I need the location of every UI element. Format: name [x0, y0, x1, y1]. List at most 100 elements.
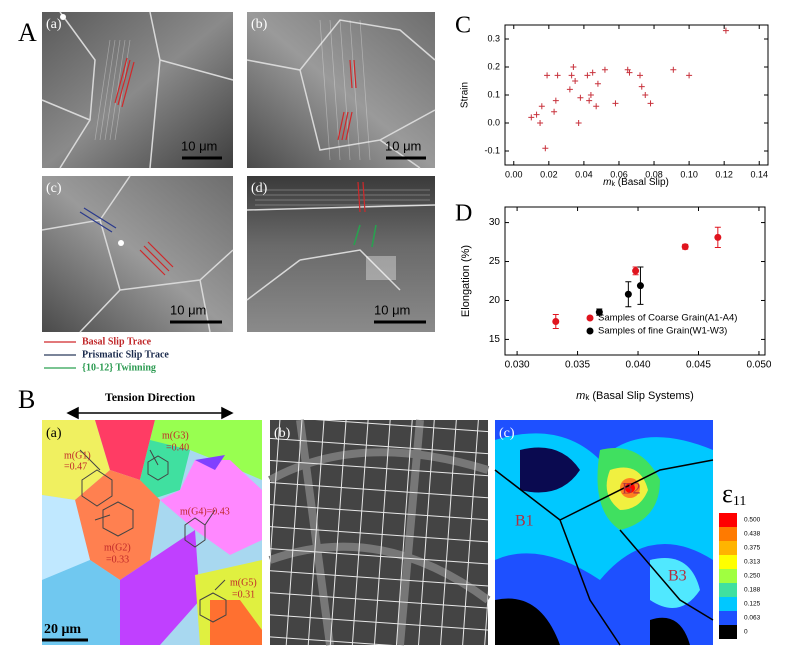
grid-image [268, 419, 491, 646]
grain-label: =0.31 [232, 589, 255, 600]
x-tick-label: 0.08 [645, 169, 663, 179]
x-tick-label: 0.00 [505, 169, 523, 179]
colorbar-tick-label: 0.125 [744, 601, 761, 608]
colorbar-swatch [719, 611, 737, 625]
data-point [642, 92, 649, 98]
scale-bar-lines [170, 156, 426, 324]
slip-lines [94, 19, 430, 206]
subpanel-label: (c) [46, 181, 62, 196]
legend-marker [586, 327, 594, 335]
colorbar-swatch [719, 569, 737, 583]
data-point [572, 78, 579, 84]
grain-label: m(G2) [104, 542, 131, 553]
data-point [589, 69, 596, 76]
data-point [670, 66, 677, 73]
tension-label: Tension Direction [105, 390, 196, 404]
x-tick-label: 0.10 [680, 169, 698, 179]
scale-bar-label: 10 μm [170, 302, 206, 317]
colorbar-tick-label: 0.063 [744, 615, 761, 622]
colorbar: 0.500 0.438 0.375 0.313 0.250 0.188 0.125 0.063… [719, 513, 761, 639]
sem-image [42, 176, 233, 332]
data-point [624, 66, 631, 73]
data-point [538, 103, 545, 110]
grain-label: =0.47 [64, 461, 87, 472]
y-axis-label: Strain [460, 82, 471, 108]
data-point [533, 111, 540, 118]
scale-bar-label: 10 μm [181, 138, 217, 153]
basal-traces [114, 57, 366, 276]
colorbar-swatch [719, 527, 737, 541]
colorbar-symbol: ε [722, 479, 733, 508]
data-point [722, 27, 729, 34]
data-point [575, 120, 582, 126]
data-point [636, 282, 644, 290]
scale-bar-label: 10 μm [374, 302, 410, 317]
y-tick-label: 0.0 [487, 117, 500, 127]
colorbar-tick-label: 0.188 [744, 587, 761, 594]
plot-frame [504, 24, 769, 166]
grain-label: m(G3) [162, 430, 189, 441]
grain-label: =0.33 [106, 554, 129, 565]
colorbar-sub: 11 [733, 494, 746, 509]
colorbar-tick-label: 0.438 [744, 531, 761, 538]
data-point [537, 120, 544, 126]
sem-image [247, 12, 435, 168]
x-label-sub: k [611, 181, 615, 188]
data-point [601, 66, 608, 73]
data-point [637, 72, 644, 79]
particle [118, 240, 124, 246]
colorbar-tick-label: 0.375 [744, 545, 761, 552]
scale-bar-label: 20 μm [44, 622, 81, 637]
legend-marker [586, 314, 594, 322]
subpanel-label: (b) [274, 426, 291, 441]
data-point [681, 243, 689, 251]
twin-traces [353, 224, 377, 248]
data-point [542, 145, 549, 152]
band-label: B3 [668, 568, 687, 585]
colorbar-tick-label: 0 [744, 629, 748, 636]
colorbar-swatch [719, 555, 737, 569]
particle [60, 14, 66, 20]
x-tick-label: 0.04 [575, 169, 593, 179]
subpanel-label: (b) [251, 17, 268, 32]
subpanel-label: (a) [46, 426, 62, 441]
x-tick-label: 0.06 [610, 169, 628, 179]
x-tick-label: 0.02 [540, 169, 558, 179]
grain-label: =0.40 [166, 442, 189, 453]
data-point [638, 83, 645, 90]
colorbar-swatch [719, 513, 737, 527]
x-tick-label: 0.030 [505, 360, 530, 371]
scale-bar-label: 10 μm [385, 138, 421, 153]
band-label: B1 [515, 513, 534, 530]
legend-label: Prismatic Slip Trace [82, 349, 169, 360]
data-point [552, 318, 560, 326]
data-point [552, 97, 559, 104]
legend-label: Samples of Coarse Grain(A1-A4) [598, 313, 737, 324]
data-point [587, 92, 594, 98]
y-tick-label: 0.1 [487, 89, 500, 99]
subpanel-label: (c) [499, 426, 515, 441]
y-axis-label: Elongation (%) [460, 245, 472, 317]
highlight [366, 256, 396, 280]
x-label-text: (Basal Slip) [615, 177, 669, 188]
data-point [714, 233, 722, 241]
y-tick-label: 30 [489, 217, 501, 228]
x-label-sub: k [585, 393, 590, 402]
data-point [528, 114, 535, 121]
colorbar-tick-label: 0.313 [744, 559, 761, 566]
data-point [632, 267, 640, 275]
legend-label: Samples of fine Grain(W1-W3) [598, 326, 727, 337]
y-tick-label: -0.1 [484, 145, 500, 155]
x-tick-label: 0.040 [626, 360, 651, 371]
y-tick-label: 0.2 [487, 61, 500, 71]
x-tick-label: 0.045 [686, 360, 711, 371]
data-point [593, 103, 600, 110]
data-point [647, 100, 654, 107]
grain-label: m(G1) [64, 450, 91, 461]
panel-label: A [18, 18, 37, 47]
x-tick-label: 0.050 [746, 360, 771, 371]
data-point [686, 72, 693, 79]
prismatic-traces [79, 207, 117, 233]
tension-arrow [66, 406, 234, 420]
